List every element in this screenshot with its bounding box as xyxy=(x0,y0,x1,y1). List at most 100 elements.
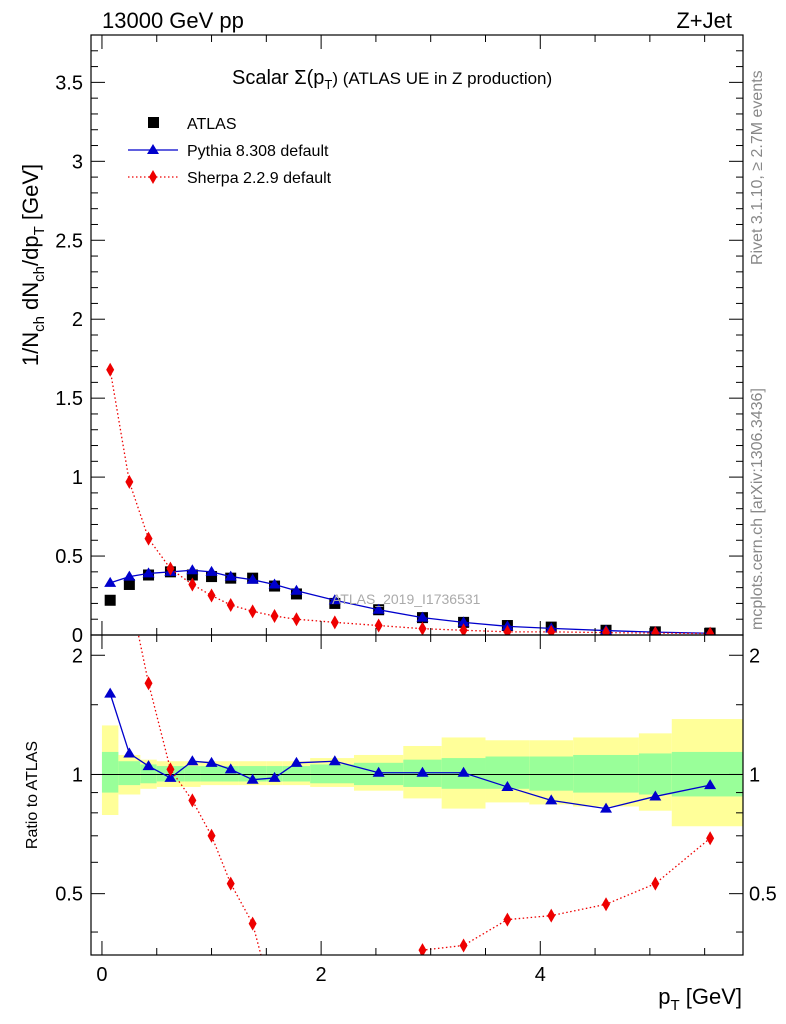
uncertainty-band-green xyxy=(184,766,201,782)
data-point xyxy=(206,571,218,583)
data-point xyxy=(416,611,429,622)
data-point xyxy=(545,794,558,805)
ratio-ytick-label-right: 1 xyxy=(749,764,760,786)
legend-label-atlas: ATLAS xyxy=(187,116,237,133)
data-point xyxy=(106,521,114,535)
data-point xyxy=(457,616,470,627)
data-point xyxy=(104,687,117,698)
ratio-xtick-label: 2 xyxy=(316,964,327,986)
data-point xyxy=(602,897,611,912)
uncertainty-band-green xyxy=(118,761,141,786)
data-point xyxy=(292,612,301,627)
data-point xyxy=(330,615,339,630)
data-point xyxy=(104,576,117,587)
main-ytick-label: 3.5 xyxy=(55,72,83,94)
data-point xyxy=(248,604,257,619)
ratio-ytick-label-right: 0.5 xyxy=(749,884,777,906)
data-point xyxy=(416,766,429,777)
data-point xyxy=(186,564,199,575)
data-point xyxy=(649,790,662,801)
main-ytick-label: 0.5 xyxy=(55,546,83,568)
legend-marker-sherpa xyxy=(149,170,157,184)
main-ytick-label: 1 xyxy=(72,467,83,489)
main-ylabel: 1/Nch dNch/dpT [GeV] xyxy=(18,164,48,366)
main-ytick-label: 0 xyxy=(72,625,83,647)
uncertainty-band-green xyxy=(310,764,354,784)
data-point xyxy=(651,876,660,891)
data-point xyxy=(651,626,660,635)
ratio-frame xyxy=(90,634,744,956)
legend-label-sherpa: Sherpa 2.2.9 default xyxy=(187,170,332,187)
legend: ATLAS Pythia 8.308 default Sherpa 2.2.9 … xyxy=(128,116,332,187)
data-point xyxy=(328,594,341,605)
uncertainty-band-green xyxy=(529,756,574,791)
main-title: Scalar Σ(pT) (ATLAS UE in Z production) xyxy=(232,67,552,92)
data-point xyxy=(503,912,512,927)
ratio-ytick-label-right: 2 xyxy=(749,645,760,667)
data-point xyxy=(418,621,427,635)
data-point xyxy=(268,771,281,782)
data-point xyxy=(372,766,385,777)
ratio-series-pythia-8-308-default xyxy=(104,687,717,813)
data-point xyxy=(142,760,155,771)
ratio-ylabel: Ratio to ATLAS xyxy=(24,741,41,849)
data-point xyxy=(104,594,116,606)
ratio-series-sherpa-2-2-9-default xyxy=(106,521,715,1013)
data-point xyxy=(207,588,216,603)
ratio-xtick-label: 0 xyxy=(96,964,107,986)
data-point xyxy=(246,573,259,584)
data-point xyxy=(290,756,303,767)
data-point xyxy=(547,624,556,635)
data-point xyxy=(188,793,197,808)
data-point xyxy=(166,762,175,777)
data-point xyxy=(270,609,279,624)
ylabel-part-4: /dp xyxy=(18,235,43,266)
data-point xyxy=(144,676,153,691)
ratio-xlabel: pT [GeV] xyxy=(658,984,742,1014)
header-left: 13000 GeV pp xyxy=(102,8,244,33)
data-point xyxy=(207,828,216,843)
data-point xyxy=(144,531,153,546)
uncertainty-band-green xyxy=(222,766,239,782)
main-panel: 00.511.522.533.5 Scalar Σ(pT) (ATLAS UE … xyxy=(18,34,744,647)
data-point xyxy=(205,565,218,576)
uncertainty-band-green xyxy=(101,751,119,793)
ylabel-part-3: ch xyxy=(31,266,48,282)
data-point xyxy=(372,603,385,614)
data-point xyxy=(459,938,468,953)
data-point xyxy=(164,771,177,782)
data-point xyxy=(123,570,136,581)
ratio-xtick-label: 4 xyxy=(535,964,546,986)
main-ytick-label: 2 xyxy=(72,309,83,331)
ylabel-part-5: T xyxy=(31,226,48,235)
legend-label-pythia: Pythia 8.308 default xyxy=(187,143,329,160)
main-ytick-label: 3 xyxy=(72,151,83,173)
data-point xyxy=(125,474,134,489)
data-point xyxy=(457,766,470,777)
data-point xyxy=(188,577,197,592)
ratio-ytick-label: 0.5 xyxy=(55,884,83,906)
mcplots-label: mcplots.cern.ch [arXiv:1306.3436] xyxy=(749,388,766,630)
ratio-panel: 0.5 0.51 12 20 2 4 Ratio to ATLAS pT [GeV] xyxy=(24,521,777,1014)
data-point xyxy=(271,999,279,1013)
xlabel-unit: [GeV] xyxy=(680,984,742,1009)
data-point xyxy=(290,584,303,595)
xlabel-sub: T xyxy=(670,997,679,1014)
main-ytick-label: 1.5 xyxy=(55,388,83,410)
data-point xyxy=(374,618,383,633)
uncertainty-band-green xyxy=(282,766,311,782)
data-point xyxy=(224,570,237,581)
series-sherpa-2-2-9-default xyxy=(106,362,715,635)
data-point xyxy=(186,755,199,766)
data-point xyxy=(123,747,136,758)
ylabel-part-1: ch xyxy=(31,316,48,332)
data-point xyxy=(142,567,155,578)
data-point xyxy=(205,756,218,767)
data-point xyxy=(600,802,613,813)
legend-marker-atlas xyxy=(148,117,159,128)
data-point xyxy=(328,755,341,766)
data-point xyxy=(246,773,259,784)
data-point xyxy=(226,598,235,612)
data-point xyxy=(248,916,257,931)
